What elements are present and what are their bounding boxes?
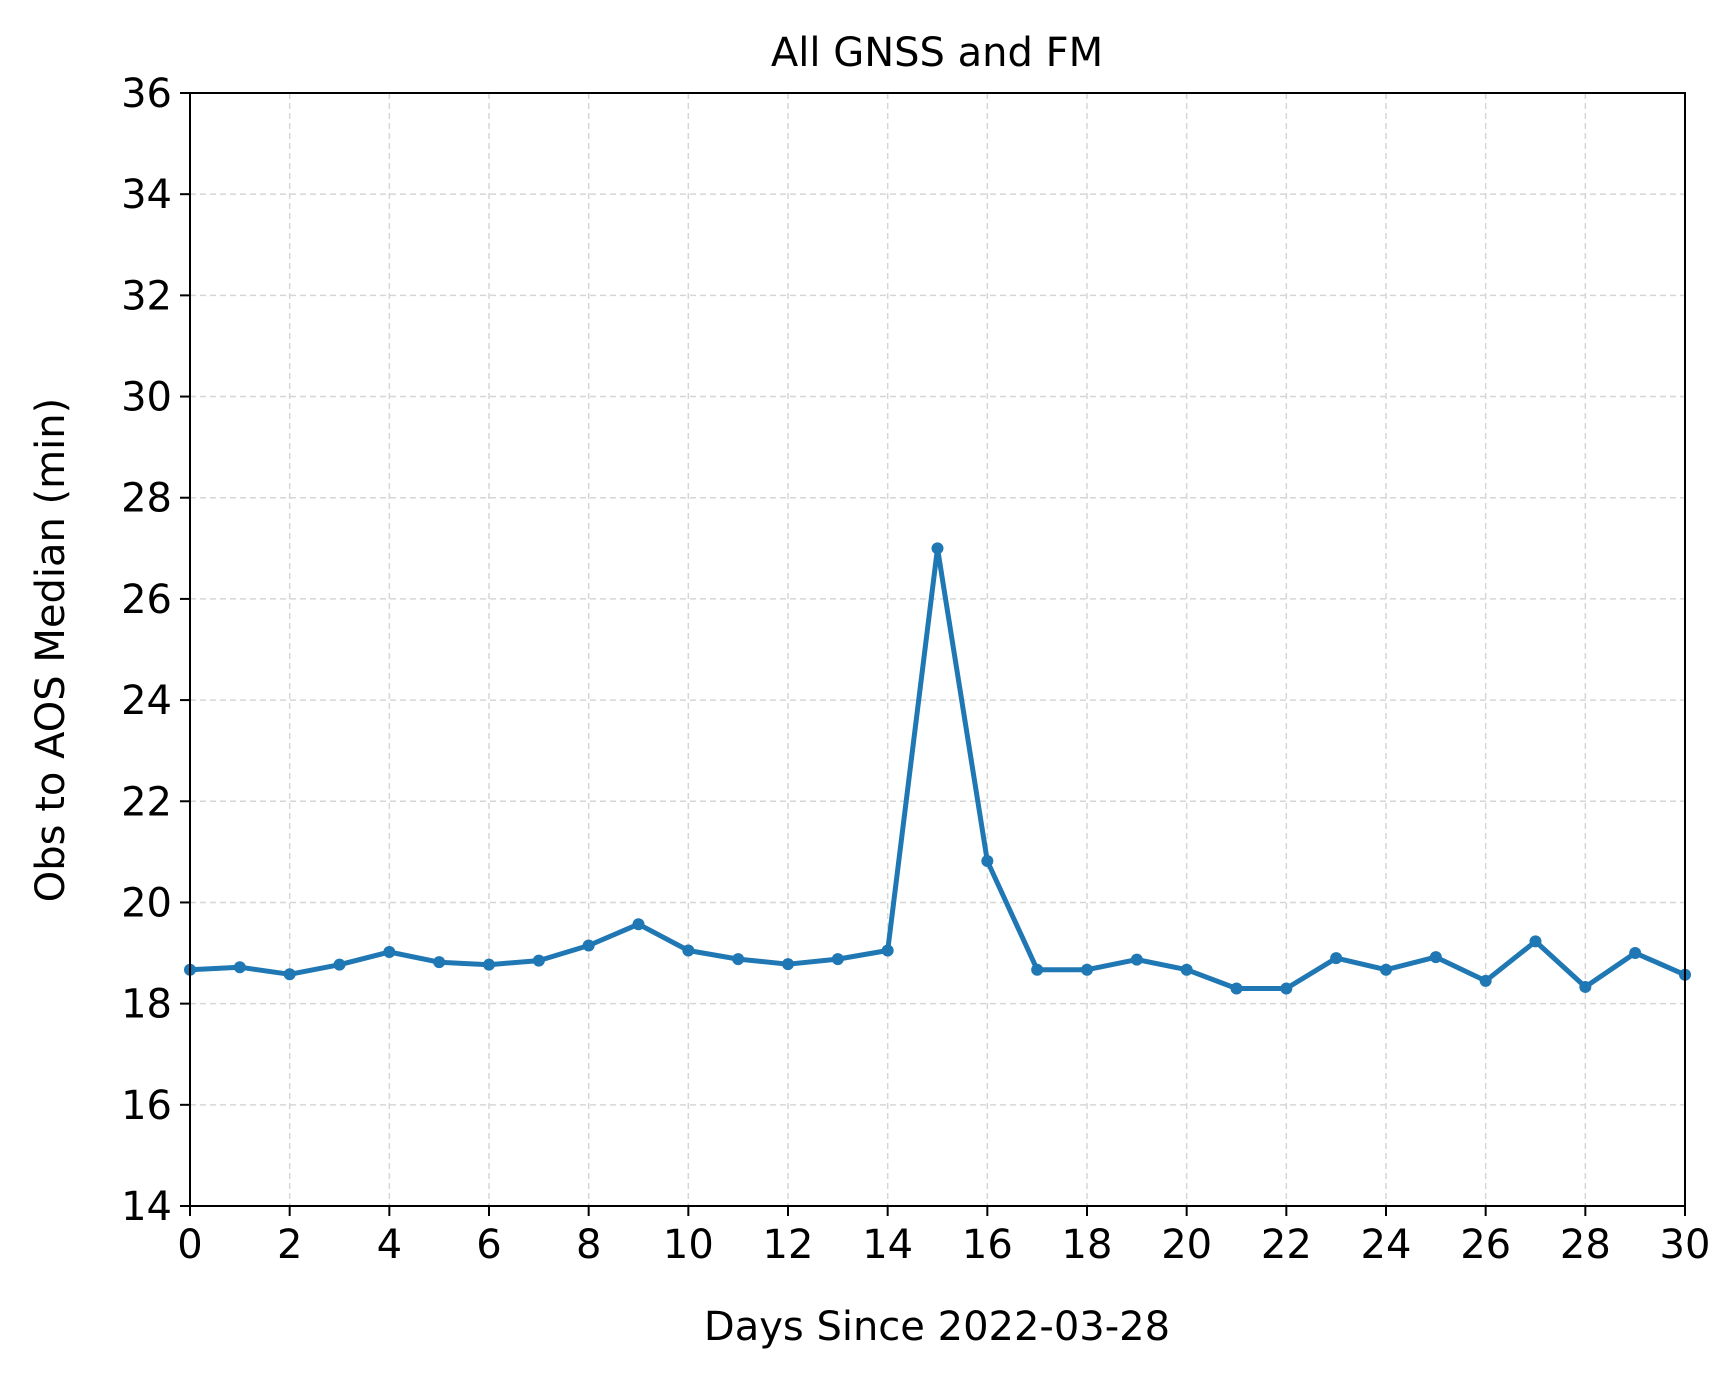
data-point	[1479, 974, 1492, 987]
data-point	[931, 542, 944, 555]
x-tick-label: 20	[1161, 1222, 1212, 1268]
plot-frame	[189, 92, 1686, 1207]
y-tick-label: 20	[121, 880, 172, 926]
x-tick-label: 30	[1660, 1222, 1711, 1268]
y-tick-label: 16	[121, 1083, 172, 1129]
data-point	[881, 944, 894, 957]
data-point	[483, 958, 495, 971]
data-point	[732, 953, 745, 966]
y-tick-label: 32	[121, 273, 172, 319]
data-point	[532, 954, 545, 967]
x-tick-label: 24	[1361, 1222, 1412, 1268]
x-axis-title: Days Since 2022-03-28	[704, 1304, 1170, 1350]
x-tick-label: 6	[476, 1222, 501, 1268]
data-point	[333, 958, 346, 971]
data-point	[682, 944, 695, 957]
data-point	[1579, 980, 1592, 993]
data-point	[283, 968, 296, 981]
y-tick-label: 22	[121, 779, 172, 825]
data-point	[433, 956, 446, 969]
data-point	[233, 961, 246, 974]
y-tick-label: 36	[121, 71, 172, 117]
x-tick-label: 28	[1560, 1222, 1611, 1268]
y-tick-label: 18	[121, 982, 172, 1028]
x-tick-label: 0	[177, 1222, 202, 1268]
data-point	[1629, 947, 1642, 960]
x-tick-label: 2	[277, 1222, 302, 1268]
data-point	[1429, 951, 1442, 964]
data-point	[1529, 935, 1542, 948]
x-tick-label: 4	[377, 1222, 402, 1268]
data-point	[831, 953, 844, 966]
x-tick-label: 12	[763, 1222, 814, 1268]
x-tick-label: 14	[862, 1222, 913, 1268]
data-point	[1230, 982, 1243, 995]
x-tick-label: 18	[1062, 1222, 1113, 1268]
data-point	[782, 958, 794, 971]
y-tick-label: 30	[121, 375, 172, 421]
data-point	[1130, 953, 1143, 966]
data-point	[632, 918, 645, 931]
data-point	[1081, 963, 1093, 976]
y-tick-label: 24	[121, 678, 172, 724]
y-tick-label: 34	[121, 172, 172, 218]
y-axis-title: Obs to AOS Median (min)	[28, 398, 74, 902]
data-point	[1280, 982, 1293, 995]
data-point	[1180, 963, 1193, 976]
data-point	[582, 939, 595, 952]
x-tick-label: 8	[576, 1222, 601, 1268]
data-point	[1031, 963, 1044, 976]
axis-ticks: 0 2 4 6 8 10 12 14 16 18 20 22 24 26 28 301416182022242…	[121, 71, 1710, 1268]
x-tick-label: 10	[663, 1222, 714, 1268]
x-tick-label: 26	[1460, 1222, 1511, 1268]
y-tick-label: 28	[121, 476, 172, 522]
data-point	[981, 854, 994, 867]
x-tick-label: 22	[1261, 1222, 1312, 1268]
chart-title: All GNSS and FM	[771, 30, 1103, 76]
y-tick-label: 26	[121, 577, 172, 623]
y-tick-label: 14	[121, 1184, 172, 1230]
series-layer	[184, 542, 1691, 995]
data-point	[1330, 952, 1343, 965]
data-point	[1380, 963, 1392, 976]
x-tick-label: 16	[962, 1222, 1013, 1268]
data-point	[383, 946, 396, 959]
